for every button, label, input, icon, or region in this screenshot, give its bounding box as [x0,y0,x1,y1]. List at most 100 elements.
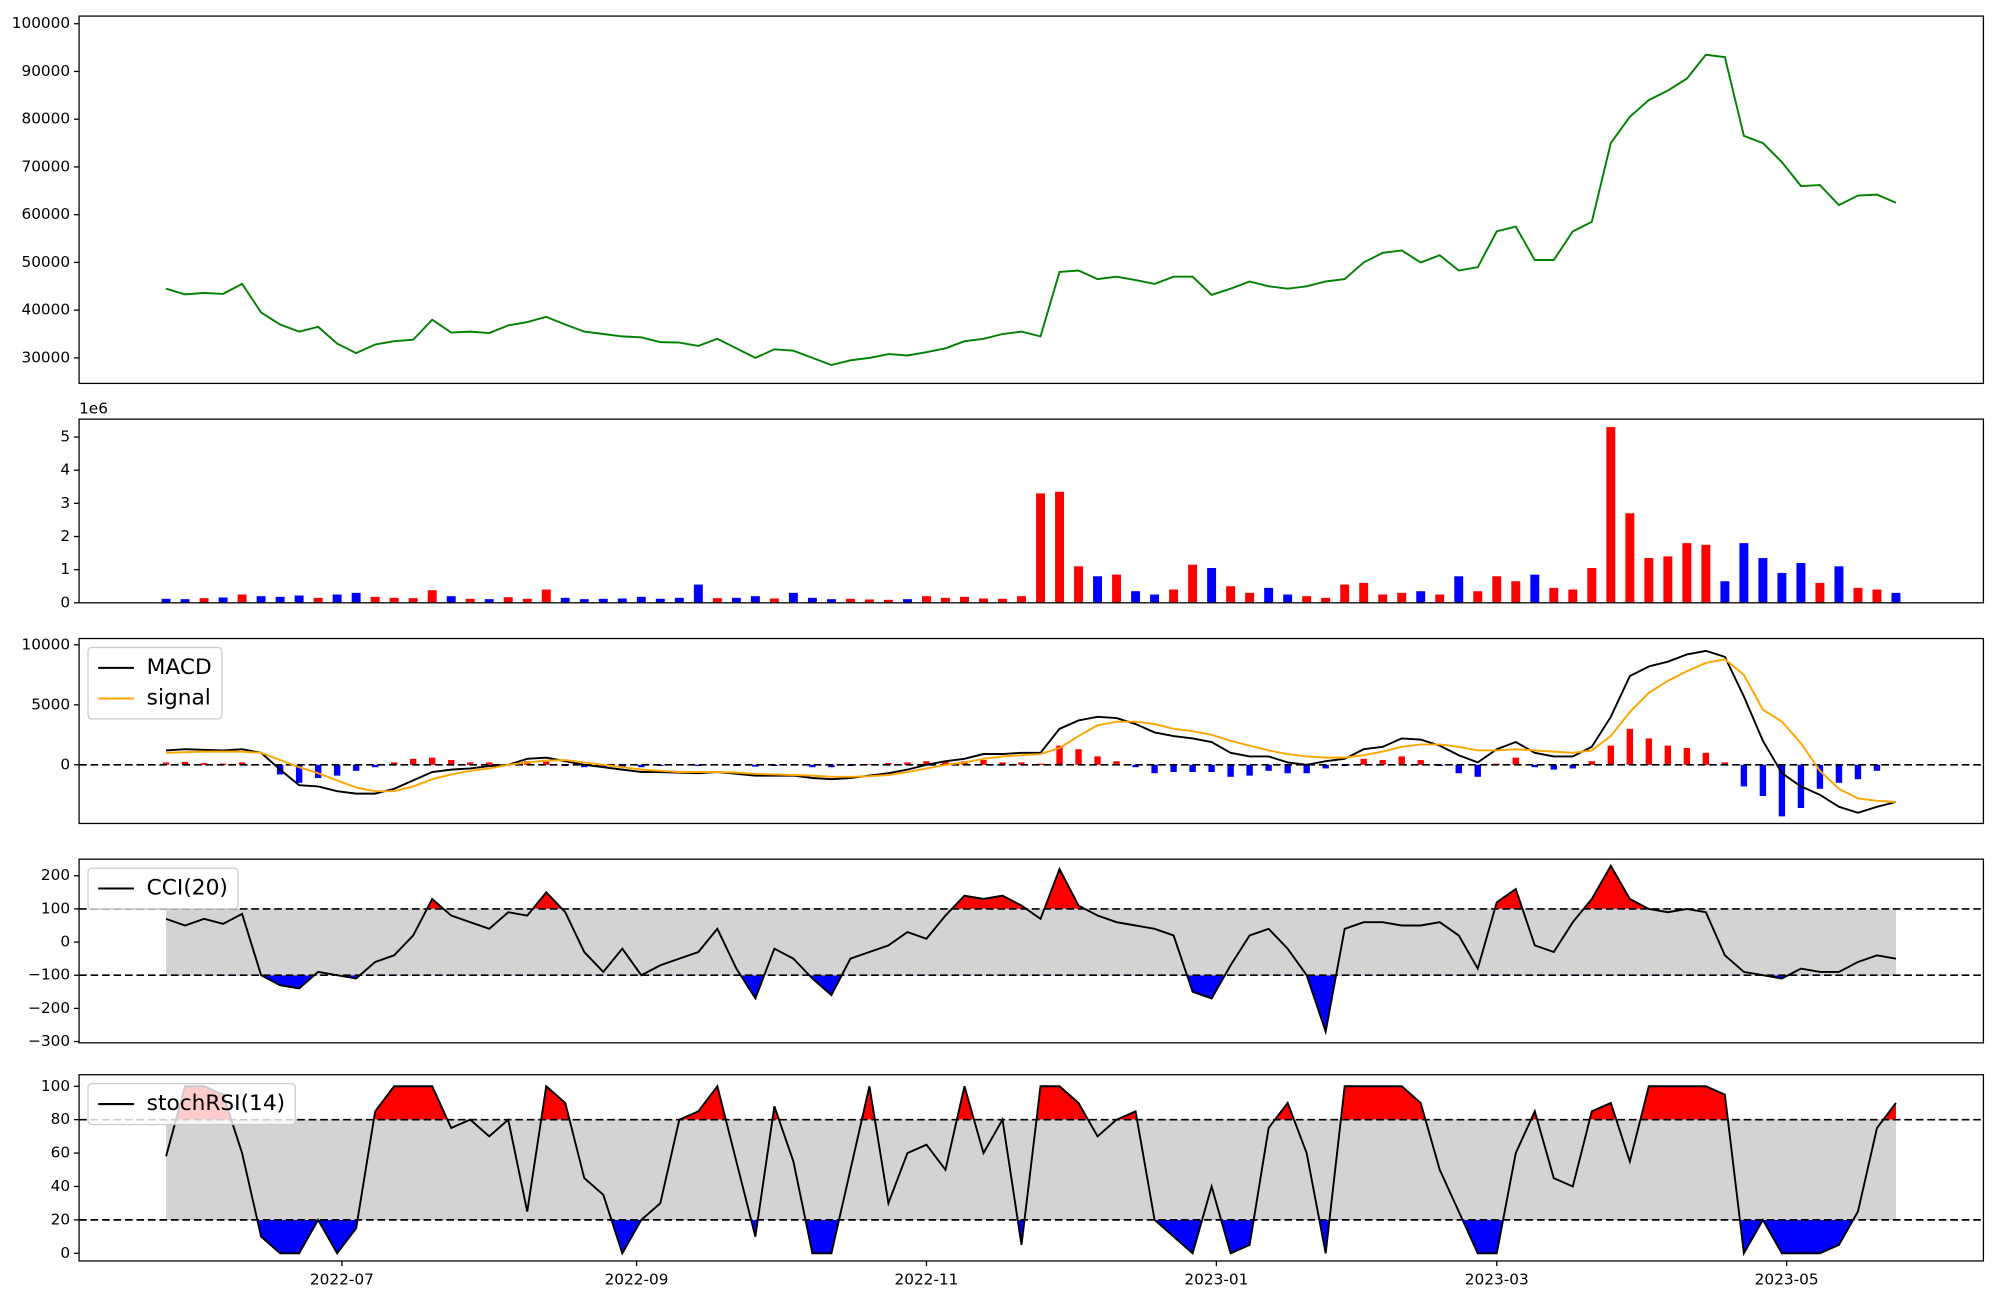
y-tick-label: 5 [60,428,70,446]
legend-box [87,867,239,910]
volume-bar [446,596,456,603]
volume-bar [522,598,532,603]
indicator-line [165,649,1897,814]
volume-bar [1492,576,1502,603]
histogram-bar [1113,761,1120,765]
histogram-bar [333,764,341,776]
volume-bar [161,598,171,603]
y-tick-label: 80000 [21,110,70,128]
volume-bar [313,597,323,603]
volume-bar [1264,587,1274,603]
volume-bar [750,596,760,603]
histogram-bar [752,764,759,767]
y-tick-label: 1 [60,560,70,578]
y-tick-label: 40000 [21,301,70,319]
histogram-bar [429,757,436,765]
volume-bar [1739,543,1749,603]
histogram-bar [1417,760,1424,765]
volume-bar [541,589,551,603]
legend-label: CCI(20) [147,876,228,901]
histogram-bar [1835,764,1843,783]
histogram-bar [1227,764,1234,777]
histogram-bar [1626,728,1634,765]
indicator-line [166,658,1897,803]
volume-bar [1606,427,1616,603]
histogram-bar [1569,764,1576,769]
histogram-bar [371,764,379,768]
volume-bar [484,599,494,603]
histogram-bar [1037,763,1044,765]
volume-bar [1321,597,1331,603]
volume-bar [579,599,589,603]
histogram-bar [866,764,873,765]
volume-bar [731,597,741,603]
histogram-bar [390,762,398,765]
histogram-bar [581,764,588,768]
volume-bar [941,597,950,603]
histogram-bar [1702,752,1710,765]
histogram-bar [638,764,645,768]
volume-bar [370,596,380,603]
volume-bar [1283,594,1293,603]
volume-bar [1853,587,1863,603]
y-tick-label: 80 [51,1110,70,1128]
volume-bar [427,590,437,603]
y-tick-label: 60000 [21,205,70,223]
x-tick-label: 2022-11 [894,1271,958,1289]
y-tick-label: 3 [60,494,70,512]
axis-offset-label: 1e6 [79,399,108,417]
histogram-bar [885,763,892,765]
x-tick-label: 2023-03 [1465,1271,1529,1289]
histogram-bar [904,762,911,765]
volume-bar [218,597,228,603]
histogram-bar [1512,757,1519,765]
histogram-bar [295,764,303,783]
y-tick-label: −100 [28,966,70,984]
histogram-bar [543,761,550,765]
histogram-bar [1607,745,1615,765]
volume-bar [1055,491,1064,603]
histogram-bar [1645,738,1653,765]
legend-box [87,646,223,720]
volume-bar [1226,586,1236,603]
x-tick-label: 2022-07 [310,1271,374,1289]
volume-bar [237,594,247,603]
histogram-bar [695,764,702,767]
volume-bar [1644,558,1654,603]
legend-label: stochRSI(14) [147,1091,285,1116]
histogram-bar [1721,762,1729,765]
y-tick-label: 0 [60,933,70,951]
volume-bar [1397,592,1407,603]
histogram-bar [200,763,208,765]
volume-bar [1568,589,1578,603]
volume-bar [1302,596,1312,603]
histogram-bar [1189,764,1196,773]
histogram-bar [923,761,930,765]
y-tick-label: 4 [60,461,70,479]
price-line [165,53,1897,367]
volume-bar [1245,592,1255,603]
volume-bar [1131,591,1141,603]
volume-bar [1169,589,1179,603]
y-tick-label: 60 [51,1144,70,1162]
volume-bar [655,598,665,603]
y-tick-label: 10000 [21,635,70,653]
histogram-bar [1246,764,1253,776]
volume-bar [826,599,836,603]
histogram-bar [1588,761,1595,765]
volume-bar [1454,576,1464,603]
y-tick-label: 200 [41,866,70,884]
y-tick-label: 100 [41,1077,70,1095]
volume-bar [389,597,399,603]
histogram-bar [1398,756,1405,765]
volume-bar [1549,587,1559,603]
volume-bar [1074,566,1084,603]
legend-label: MACD [147,655,212,680]
histogram-bar [1379,760,1386,765]
y-tick-label: 30000 [21,348,70,366]
volume-bar [1511,581,1521,603]
histogram-bar [1018,762,1025,765]
volume-bar [1663,556,1673,603]
volume-bar [1150,594,1160,603]
